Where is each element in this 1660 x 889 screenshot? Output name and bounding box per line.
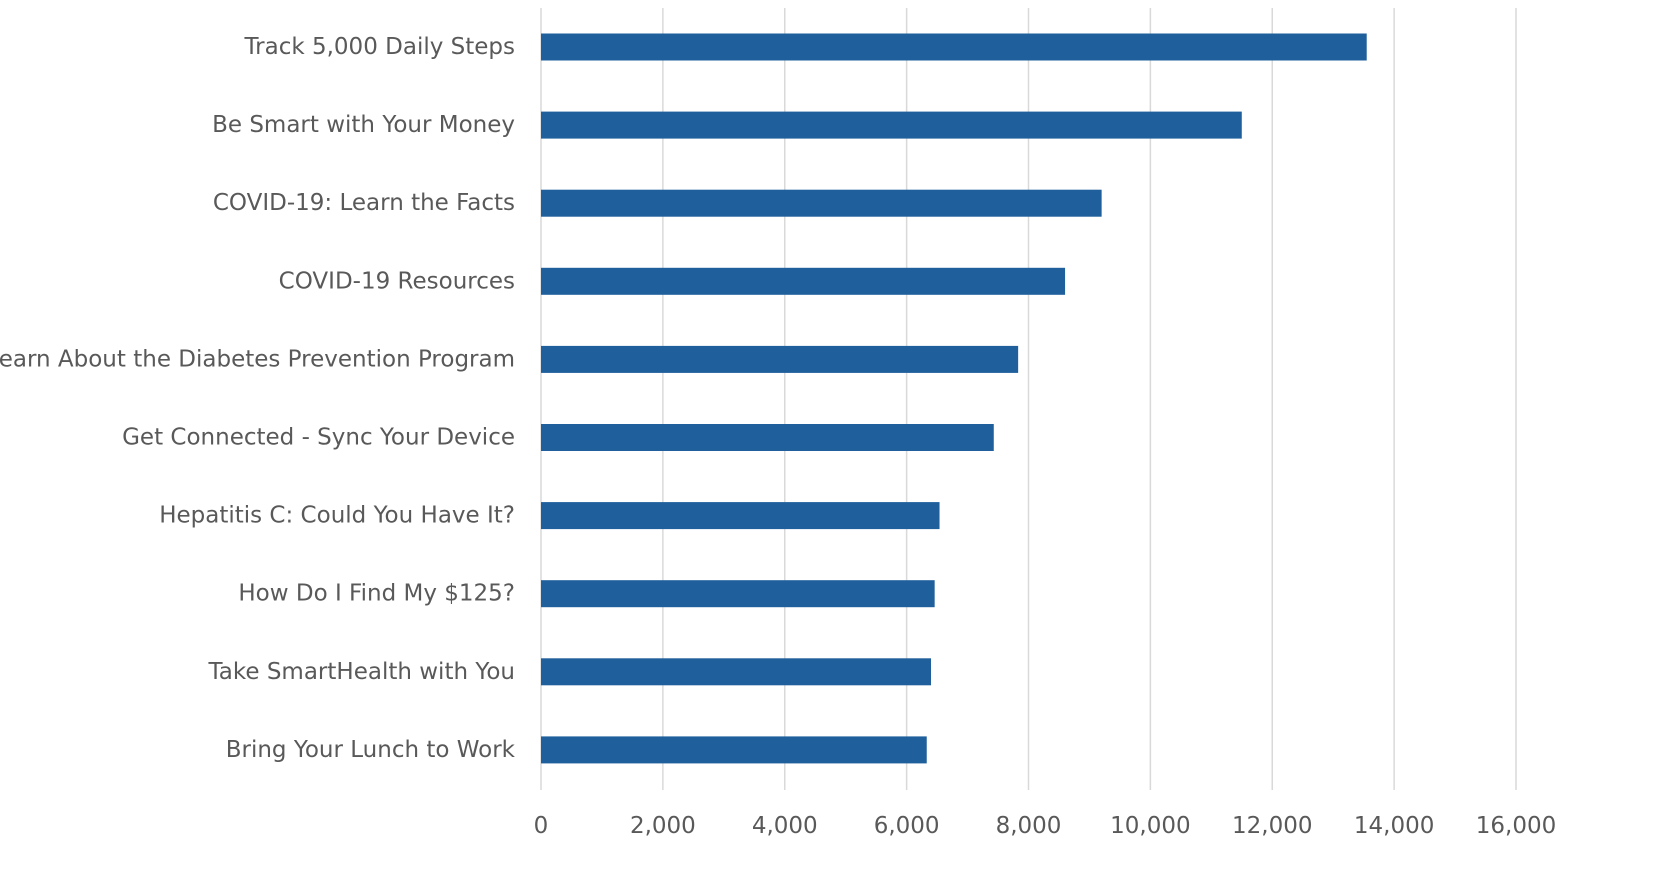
x-axis-tick-labels: 0 2,000 4,000 6,000 8,000 10,000 12,000 14,000 1… [534, 813, 1557, 839]
bar [541, 658, 931, 686]
x-tick-label: 12,000 [1232, 813, 1312, 839]
bar [541, 424, 994, 451]
bar [541, 345, 1019, 373]
category-label: COVID-19 Resources [279, 268, 515, 294]
category-label: Be Smart with Your Money [212, 112, 515, 138]
x-tick-label: 0 [534, 813, 549, 839]
category-label: Track 5,000 Daily Steps [243, 34, 515, 60]
bar [541, 502, 940, 530]
x-tick-label: 10,000 [1110, 813, 1190, 839]
bar [541, 33, 1367, 61]
bar [541, 267, 1066, 295]
x-tick-label: 6,000 [874, 813, 940, 839]
bar [541, 580, 935, 608]
category-label: COVID-19: Learn the Facts [213, 190, 515, 216]
category-label: Get Connected - Sync Your Device [122, 425, 515, 451]
category-label: How Do I Find My $125? [238, 581, 515, 607]
category-labels: Track 5,000 Daily Steps Be Smart with You… [0, 34, 516, 763]
x-tick-label: 16,000 [1476, 813, 1556, 839]
category-label: Take SmartHealth with You [208, 659, 515, 685]
x-tick-label: 4,000 [752, 813, 818, 839]
category-label: Learn About the Diabetes Prevention Prog… [0, 346, 515, 372]
bar [541, 111, 1242, 139]
x-tick-label: 8,000 [996, 813, 1062, 839]
x-tick-label: 2,000 [630, 813, 696, 839]
category-label: Hepatitis C: Could You Have It? [159, 503, 515, 529]
x-tick-label: 14,000 [1354, 813, 1434, 839]
bar [541, 736, 927, 764]
bars [541, 33, 1367, 764]
category-label: Bring Your Lunch to Work [226, 737, 516, 763]
bar [541, 189, 1102, 217]
